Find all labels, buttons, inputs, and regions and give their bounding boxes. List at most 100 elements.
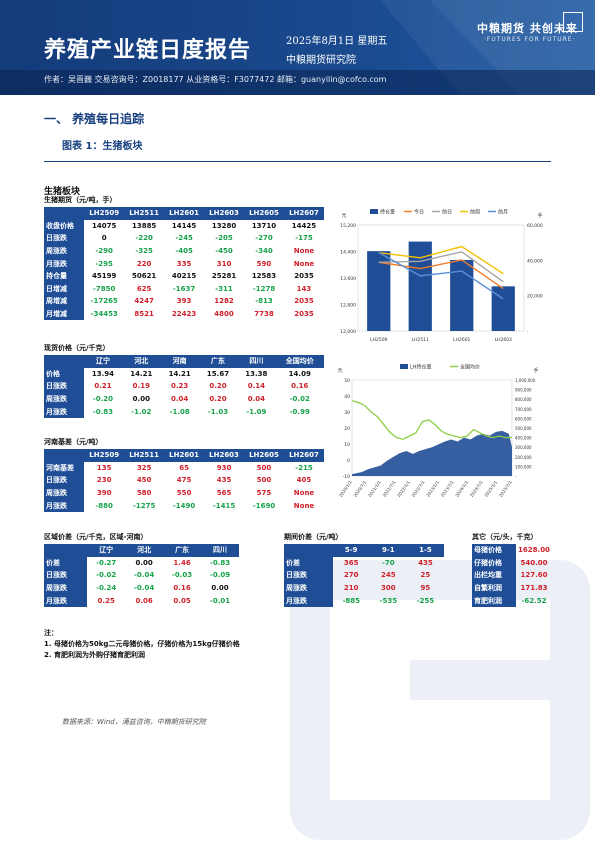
spread-table: 5-9 9-1 1-5 价差 365 -70 435 日涨跌 270 245 25 周涨跌 210 300… xyxy=(284,544,444,607)
x-tick-label: LH2601 xyxy=(453,337,470,343)
table-cell: -290 xyxy=(95,247,113,256)
column-header xyxy=(44,544,88,557)
table-cell: -1490 xyxy=(172,501,196,510)
row-label: 仔猪价格 xyxy=(472,556,516,570)
x-tick-label: 2020/7/1 xyxy=(352,479,367,498)
x-tick-label: LH2509 xyxy=(370,337,387,343)
table-cell: 7738 xyxy=(254,310,274,319)
x-tick-label: 2023/7/1 xyxy=(440,479,455,498)
table-cell: -205 xyxy=(215,234,233,243)
row-label: 价差 xyxy=(44,556,88,570)
table-header-row: 辽宁 河北 广东 四川 xyxy=(44,544,239,557)
table-row: 河南基差 135 325 65 930 500 -215 xyxy=(44,461,324,475)
table-cell: 8521 xyxy=(134,310,154,319)
table-cell: None xyxy=(293,247,315,256)
table-cell: 390 xyxy=(96,489,112,498)
row-label: 收盘价格 xyxy=(44,219,85,233)
series-line xyxy=(378,251,504,300)
table-cell: 25281 xyxy=(211,272,237,281)
table-header-row: 5-9 9-1 1-5 xyxy=(284,544,444,557)
table-cell: 310 xyxy=(216,259,232,268)
table-cell: 475 xyxy=(176,476,192,485)
notes-title: 注： xyxy=(44,629,58,637)
plot-area xyxy=(357,224,525,332)
bar xyxy=(450,259,474,331)
y2-tick-label: 700,000 xyxy=(515,407,532,412)
legend-label: LH持仓量 xyxy=(410,364,432,371)
x-tick-label: 2025/1/1 xyxy=(483,479,498,498)
y-tick-label: 14,400 xyxy=(340,250,356,256)
table-cell: -220 xyxy=(135,234,153,243)
y2-tick-label: 800,000 xyxy=(515,397,532,402)
table-cell: 0.14 xyxy=(247,382,265,391)
regional-subtitle: 区域价差（元/千克，区域-河南） xyxy=(44,533,148,541)
table-row: 日涨跌 0.21 0.19 0.23 0.20 0.14 0.16 xyxy=(44,380,324,393)
row-label: 月涨跌 xyxy=(44,257,85,270)
table-cell: 335 xyxy=(176,259,192,268)
column-header: 河北 xyxy=(125,544,164,557)
row-label: 月涨跌 xyxy=(284,594,333,607)
table-cell: 500 xyxy=(256,463,272,472)
column-header: 全国均价 xyxy=(275,355,324,368)
column-header: LH2605 xyxy=(244,449,284,462)
bar xyxy=(408,241,432,331)
table-row: 周涨跌 210 300 95 xyxy=(284,581,444,595)
legend-swatch xyxy=(370,209,378,214)
column-header: 5-9 xyxy=(332,544,370,557)
column-header: 四川 xyxy=(237,355,276,368)
row-label: 育肥利润 xyxy=(472,594,516,607)
row-label: 周涨跌 xyxy=(44,581,88,595)
column-header: LH2601 xyxy=(164,449,205,462)
bar xyxy=(491,286,515,331)
table-cell: 565 xyxy=(216,489,232,498)
y-tick-label: 13,600 xyxy=(340,276,356,282)
table-row: 月涨跌 -0.83 -1.02 -1.08 -1.03 -1.09 -0.99 xyxy=(44,405,324,418)
table-cell: -1.09 xyxy=(246,407,267,416)
table-cell: 0.19 xyxy=(132,382,150,391)
table-cell: -1415 xyxy=(212,501,236,510)
table-cell: 45199 xyxy=(92,272,117,281)
y-tick-label: 30 xyxy=(344,410,350,416)
table-cell: 930 xyxy=(216,463,232,472)
notes: 注： 1. 母猪价格为50kg二元母猪价格，仔猪价格为15kg仔猪价格 2. 育… xyxy=(44,628,240,661)
table-cell: 0.21 xyxy=(94,382,112,391)
table-cell: 245 xyxy=(381,571,396,580)
row-label: 日涨跌 xyxy=(44,569,88,582)
table-cell: -0.09 xyxy=(209,571,231,580)
row-label: 自繁利润 xyxy=(472,581,516,595)
table-cell: 0.00 xyxy=(211,584,229,593)
report-institute: 中粮期货研究院 xyxy=(286,55,356,66)
table-cell: 2035 xyxy=(294,272,314,281)
table-cell: 65 xyxy=(179,463,189,472)
watermark-logo xyxy=(290,560,590,840)
table-cell: -62.52 xyxy=(521,596,547,605)
table-cell: 13.38 xyxy=(245,369,268,378)
column-header xyxy=(44,355,84,368)
regional-table: 辽宁 河北 广东 四川 价差 -0.27 0.00 1.46 -0.83 日涨跌 -0.02 -0.0… xyxy=(44,544,239,607)
table-cell: -0.83 xyxy=(209,558,231,567)
y2-tick-label: - xyxy=(527,330,529,335)
row-label: 持仓量 xyxy=(44,269,85,283)
y2-tick-label: - xyxy=(515,474,517,479)
y2-tick-label: 200,000 xyxy=(515,455,532,460)
x-tick-label: 2023/1/1 xyxy=(425,479,440,498)
table-cell: -245 xyxy=(175,234,193,243)
table-cell: -7850 xyxy=(92,284,116,293)
table-cell: 230 xyxy=(96,476,112,485)
table-cell: 580 xyxy=(136,489,152,498)
y2-tick-label: 20,000 xyxy=(527,294,543,300)
table-header-row: LH2509 LH2511 LH2601 LH2603 LH2605 LH2607 xyxy=(44,449,324,462)
spread-subtitle: 期间价差（元/吨） xyxy=(284,533,343,541)
y-tick-label: 12,800 xyxy=(340,303,356,309)
x-tick-label: 2021/7/1 xyxy=(382,479,397,498)
y-axis-label: 元 xyxy=(337,368,342,374)
table-cell: 550 xyxy=(176,489,192,498)
note-item: 2. 育肥利润为外购仔猪育肥利润 xyxy=(44,651,145,659)
author-bar xyxy=(0,70,595,95)
table-row: 收盘价格 14075 13885 14145 13280 13710 14425 xyxy=(44,219,324,233)
spot-subtitle: 现货价格（元/千克） xyxy=(44,344,110,352)
table-cell: -340 xyxy=(255,247,273,256)
x-tick-label: 2020/1/1 xyxy=(338,479,353,498)
table-row: 母猪价格 1628.00 xyxy=(472,544,552,557)
legend-label: 前周 xyxy=(470,209,480,216)
